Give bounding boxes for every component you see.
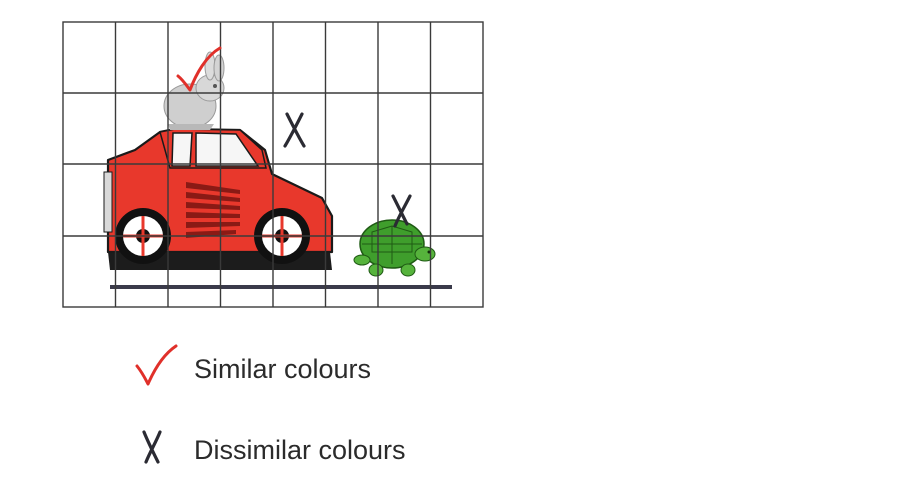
rabbit-icon <box>163 51 225 130</box>
cross-mark-turtle <box>391 194 412 228</box>
legend-similar-label: Similar colours <box>194 354 372 384</box>
check-icon <box>135 344 178 386</box>
grid-overlay <box>62 21 484 308</box>
turtle-icon <box>353 219 436 277</box>
cross-mark-background <box>283 112 306 148</box>
legend-dissimilar-label: Dissimilar colours <box>194 435 406 465</box>
car-icon <box>103 127 334 270</box>
cross-icon <box>142 430 162 464</box>
check-mark-rabbit <box>176 46 222 92</box>
